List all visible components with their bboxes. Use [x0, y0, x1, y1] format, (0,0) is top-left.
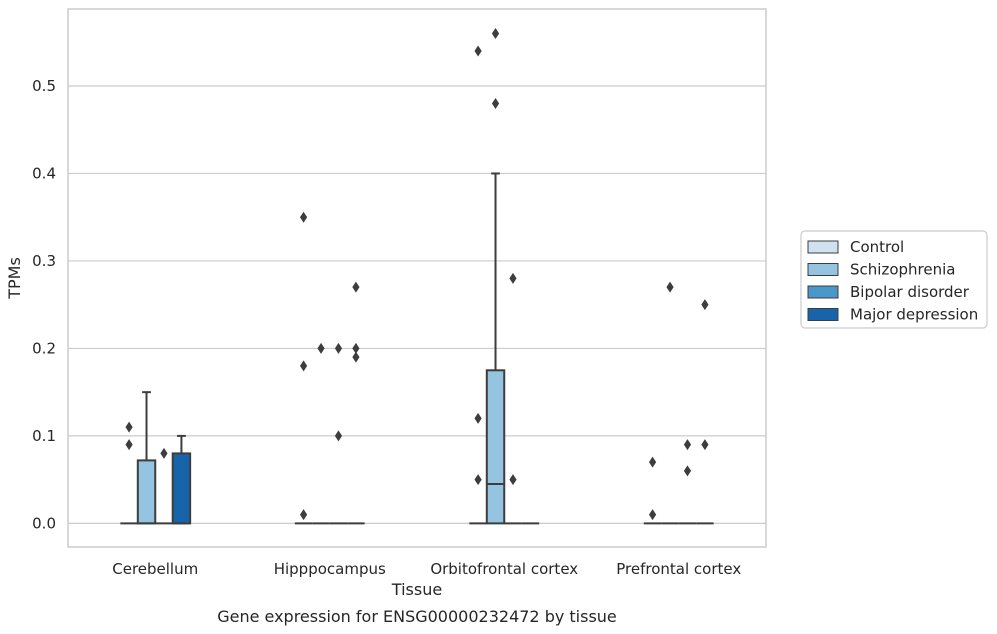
box-body [485, 369, 506, 525]
legend-label: Bipolar disorder [850, 283, 970, 301]
legend-label: Major depression [850, 306, 978, 324]
plot-frame [67, 8, 767, 548]
x-tick-label: Hipppocampus [274, 560, 386, 578]
box-0-0 [120, 421, 138, 525]
x-tick-label: Prefrontal cortex [616, 560, 741, 578]
axes: 0.0 0.1 0.2 0.3 0.4 0.5 Cerebellum Hipppocampus… [32, 8, 767, 578]
outlier-point [299, 509, 308, 521]
y-tick-label: 0.0 [32, 514, 56, 532]
box-1-2 [485, 27, 506, 525]
y-tick-label: 0.3 [32, 252, 56, 270]
outlier-point [334, 430, 343, 442]
outlier-point [334, 342, 343, 354]
box-2-0 [155, 447, 173, 525]
x-tick-label: Cerebellum [112, 560, 198, 578]
x-tick-label: Orbitofrontal cortex [430, 560, 578, 578]
outlier-point [683, 439, 692, 451]
outlier-point [509, 474, 517, 486]
outlier-point [701, 299, 709, 311]
outlier-point [648, 456, 657, 468]
outlier-point [352, 342, 360, 354]
outlier-point [474, 412, 482, 424]
outlier-point [474, 474, 482, 486]
box-0-1 [294, 211, 313, 525]
outlier-point [491, 97, 500, 109]
y-tick-label: 0.2 [32, 339, 56, 357]
box-2-3 [678, 439, 697, 525]
outlier-point [509, 272, 517, 284]
legend-swatch [807, 240, 839, 254]
box-2-1 [329, 342, 348, 525]
outlier-point [125, 439, 133, 451]
outlier-point [474, 45, 482, 57]
box-1-3 [661, 281, 679, 525]
legend: Control Schizophrenia Bipolar disorder Majo… [800, 230, 988, 329]
box-body [136, 459, 157, 525]
outlier-point [299, 211, 308, 223]
box-3-3 [696, 299, 714, 525]
outlier-point [666, 281, 674, 293]
y-tick-label: 0.1 [32, 427, 56, 445]
box-1-1 [312, 342, 330, 525]
legend-label: Control [850, 238, 904, 256]
outlier-point [683, 465, 692, 477]
outlier-point [491, 27, 500, 39]
outlier-point [299, 360, 308, 372]
legend-swatch [807, 308, 839, 321]
x-axis-label: Tissue [391, 580, 442, 599]
box-3-1 [347, 281, 365, 525]
outlier-point [125, 421, 133, 433]
box-1-0 [136, 391, 157, 525]
outlier-point [701, 439, 709, 451]
legend-swatch [807, 285, 839, 299]
outlier-point [648, 509, 657, 521]
outlier-point [352, 351, 360, 363]
box-body [171, 452, 192, 525]
outlier-point [317, 342, 325, 354]
legend-swatch [807, 263, 839, 276]
outlier-point [160, 447, 168, 459]
y-tick-label: 0.4 [32, 164, 56, 182]
legend-label: Schizophrenia [850, 261, 955, 279]
box-0-2 [469, 45, 487, 525]
y-axis-label: TPMs [5, 257, 24, 300]
boxes [120, 27, 714, 525]
legend-frame [800, 230, 988, 329]
outlier-point [352, 281, 360, 293]
box-2-2 [504, 272, 522, 525]
box-0-3 [643, 456, 662, 525]
y-tick-label: 0.5 [32, 77, 56, 95]
chart-caption: Gene expression for ENSG00000232472 by t… [217, 607, 617, 626]
box-3-0 [171, 434, 192, 525]
